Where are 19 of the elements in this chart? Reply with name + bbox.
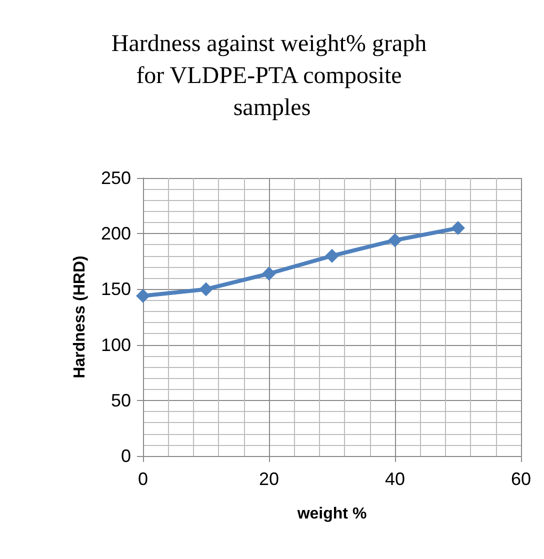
point: [262, 266, 276, 281]
point: [136, 288, 150, 303]
x-tick-label: 20: [258, 469, 280, 489]
point: [451, 221, 465, 236]
chart-title: Hardness against weight% graph for VLDPE-PTA composite samples: [111, 31, 433, 121]
y-tick-label: 200: [100, 224, 131, 244]
x-axis-title: weight %: [296, 506, 367, 522]
y-tick-label: 250: [100, 168, 131, 188]
y-axis-title: Hardness (HRD): [72, 256, 88, 378]
x-tick-label: 0: [138, 469, 148, 489]
x-tick-label: 40: [384, 469, 406, 489]
y-tick-label: 150: [100, 279, 131, 300]
point: [388, 233, 402, 248]
y-tick-label: 50: [110, 390, 131, 410]
point: [199, 282, 213, 296]
point: [325, 248, 339, 263]
y-tick-label: 0: [120, 446, 131, 466]
x-tick-label: 60: [510, 469, 532, 489]
y-tick-label: 100: [100, 334, 131, 355]
